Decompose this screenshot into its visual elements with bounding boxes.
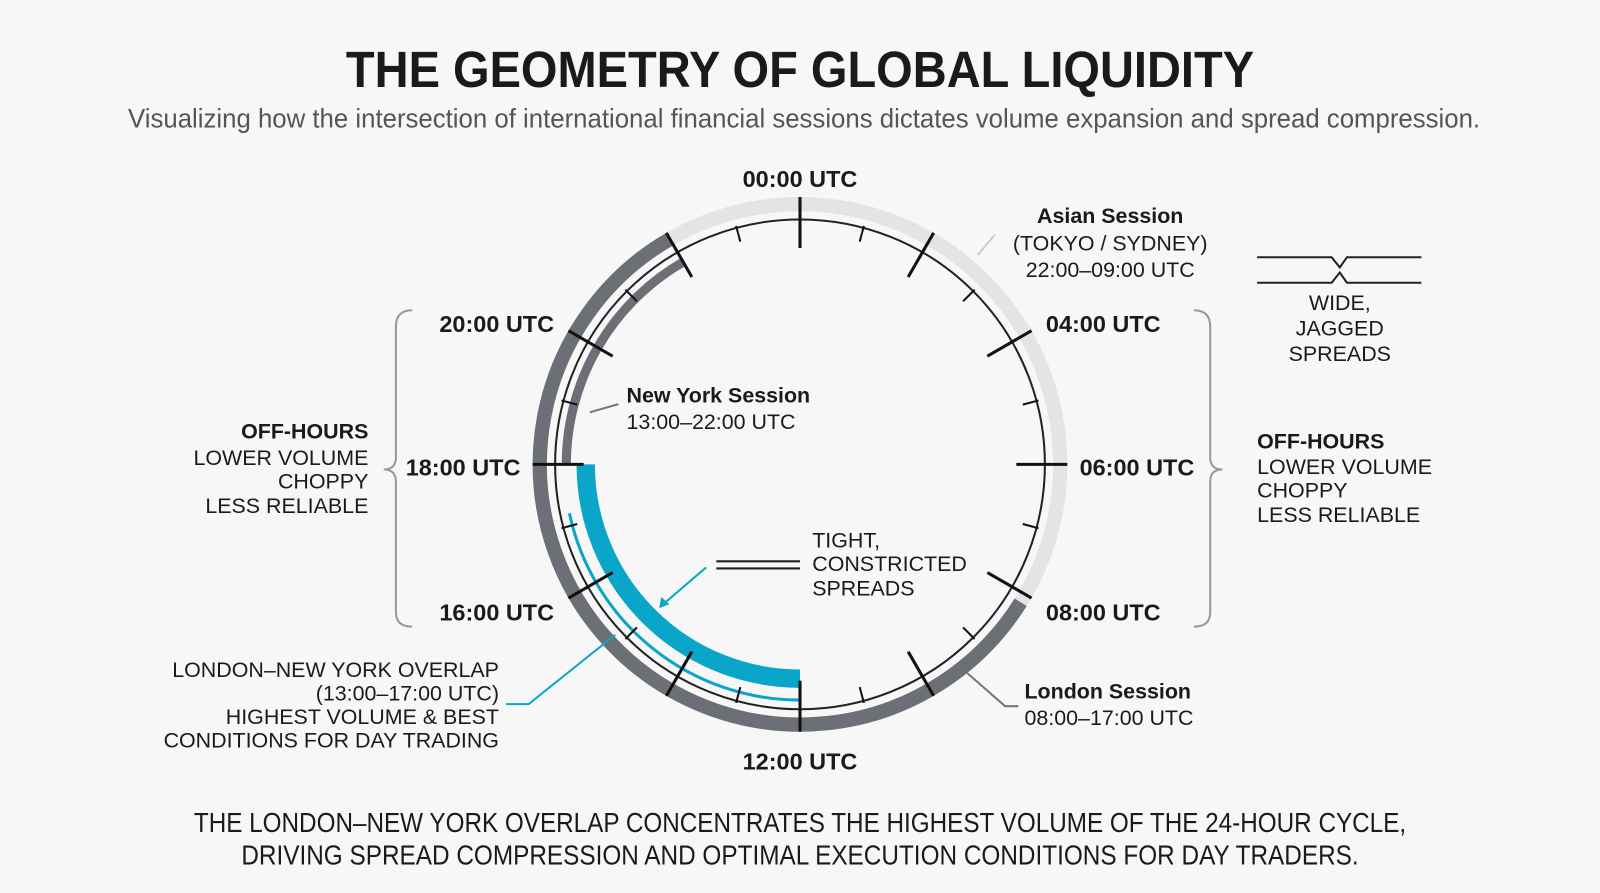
hour-label: 08:00 UTC	[1046, 600, 1161, 626]
spread-line	[1257, 256, 1422, 270]
footer: THE LONDON–NEW YORK OVERLAP CONCENTRATES…	[194, 807, 1406, 838]
hour-tick	[624, 289, 638, 303]
leader-line	[963, 669, 1019, 708]
hour-label: 18:00 UTC	[406, 455, 521, 481]
off-hours-line: LESS RELIABLE	[1257, 503, 1420, 527]
off-hours-title: OFF-HOURS	[241, 419, 368, 443]
hour-label: 16:00 UTC	[439, 600, 554, 626]
off-hours-title: OFF-HOURS	[1257, 430, 1384, 454]
session-detail: (TOKYO / SYDNEY)	[1013, 232, 1208, 256]
leader-line	[589, 403, 619, 414]
hour-tick	[906, 232, 935, 278]
off-hours-line: LOWER VOLUME	[194, 446, 369, 470]
overlap-note: CONDITIONS FOR DAY TRADING	[164, 729, 499, 753]
brace	[383, 309, 413, 628]
overlap-note: (13:00–17:00 UTC)	[316, 682, 499, 706]
subtitle: Visualizing how the intersection of inte…	[128, 103, 1480, 133]
arrow-head	[659, 597, 670, 609]
session-name: London Session	[1024, 680, 1191, 704]
hour-tick	[735, 225, 742, 242]
hour-tick	[986, 329, 1033, 358]
hour-tick	[665, 232, 694, 278]
hour-tick	[858, 686, 865, 704]
spread-label: SPREADS	[812, 577, 914, 601]
hour-tick	[665, 650, 694, 697]
session-name: Asian Session	[1037, 204, 1183, 228]
overlap-note: HIGHEST VOLUME & BEST	[226, 705, 499, 729]
asian-band	[666, 197, 1068, 607]
hour-tick	[962, 626, 976, 640]
spread-label: TIGHT,	[812, 529, 880, 553]
hour-tick	[735, 686, 742, 704]
overlap-line	[567, 513, 801, 702]
overlap-note: LONDON–NEW YORK OVERLAP	[172, 658, 499, 682]
session-hours: 22:00–09:00 UTC	[1026, 258, 1195, 282]
wide-spread-icon	[1257, 256, 1422, 284]
session-band	[532, 232, 1027, 732]
hour-tick	[1022, 523, 1039, 530]
footer: DRIVING SPREAD COMPRESSION AND OPTIMAL E…	[241, 839, 1358, 870]
off-hours-line: CHOPPY	[1257, 479, 1347, 503]
overlap-band	[576, 464, 801, 688]
off-hours-line: LESS RELIABLE	[205, 494, 368, 518]
hour-label: 04:00 UTC	[1046, 311, 1161, 337]
title: THE GEOMETRY OF GLOBAL LIQUIDITY	[346, 41, 1254, 98]
session-hours: 08:00–17:00 UTC	[1024, 706, 1193, 730]
spread-line	[1257, 270, 1422, 284]
hour-tick	[962, 289, 976, 303]
spread-label: SPREADS	[1289, 342, 1391, 366]
arrow	[662, 566, 707, 605]
hour-tick	[858, 225, 865, 242]
hour-label: 20:00 UTC	[439, 311, 554, 337]
hour-tick	[567, 571, 614, 600]
hour-label: 06:00 UTC	[1080, 455, 1195, 481]
hour-tick	[561, 523, 578, 530]
hour-label: 12:00 UTC	[743, 749, 858, 775]
hour-tick	[1022, 399, 1039, 406]
hour-tick	[906, 650, 935, 697]
hour-tick	[561, 399, 578, 406]
clock	[532, 197, 1068, 732]
session-name: New York Session	[627, 384, 811, 408]
off-hours-line: LOWER VOLUME	[1257, 455, 1432, 479]
spread-label: CONSTRICTED	[812, 552, 967, 576]
hour-tick	[986, 571, 1033, 600]
off-hours-line: CHOPPY	[278, 469, 368, 493]
leader-line	[506, 633, 616, 706]
leader-line	[976, 234, 996, 256]
hour-tick	[567, 329, 614, 358]
brace	[1193, 309, 1223, 628]
spread-label: JAGGED	[1296, 316, 1384, 340]
session-hours: 13:00–22:00 UTC	[627, 410, 796, 434]
spread-label: WIDE,	[1309, 291, 1371, 315]
hour-label: 00:00 UTC	[743, 166, 858, 192]
hour-tick	[624, 626, 638, 640]
